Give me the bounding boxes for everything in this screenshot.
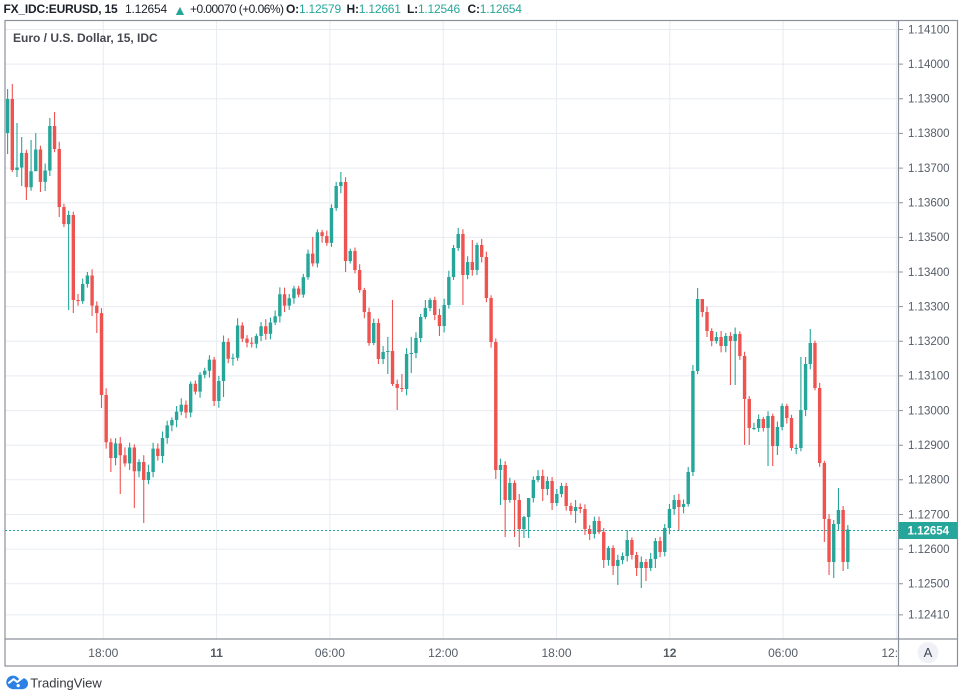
svg-text:1.12700: 1.12700	[908, 509, 950, 521]
svg-text:1.13400: 1.13400	[908, 267, 950, 279]
svg-text:1.12500: 1.12500	[908, 579, 950, 591]
svg-text:1.14000: 1.14000	[908, 59, 950, 71]
svg-text:18:00: 18:00	[88, 646, 118, 660]
svg-text:1.14100: 1.14100	[908, 24, 950, 36]
svg-text:06:00: 06:00	[315, 646, 345, 660]
svg-text:1.13200: 1.13200	[908, 336, 950, 348]
svg-text:11: 11	[210, 646, 223, 660]
svg-text:12:00: 12:00	[428, 646, 458, 660]
svg-text:1.13100: 1.13100	[908, 371, 950, 383]
svg-text:1.13700: 1.13700	[908, 163, 950, 175]
svg-text:1.13800: 1.13800	[908, 128, 950, 140]
svg-text:1.12410: 1.12410	[908, 610, 950, 622]
svg-text:1.12800: 1.12800	[908, 475, 950, 487]
svg-text:1.13500: 1.13500	[908, 232, 950, 244]
svg-text:18:00: 18:00	[541, 646, 571, 660]
svg-text:1.13900: 1.13900	[908, 94, 950, 106]
svg-text:06:00: 06:00	[768, 646, 798, 660]
svg-text:1.12654: 1.12654	[908, 526, 950, 538]
svg-text:1.13000: 1.13000	[908, 405, 950, 417]
svg-text:TradingView: TradingView	[30, 676, 102, 691]
svg-text:1.13300: 1.13300	[908, 301, 950, 313]
svg-text:1.12900: 1.12900	[908, 440, 950, 452]
svg-text:12:00: 12:00	[881, 646, 911, 660]
svg-text:12: 12	[663, 646, 677, 660]
svg-text:1.13600: 1.13600	[908, 198, 950, 210]
svg-text:1.12600: 1.12600	[908, 544, 950, 556]
svg-text:A: A	[924, 645, 933, 660]
